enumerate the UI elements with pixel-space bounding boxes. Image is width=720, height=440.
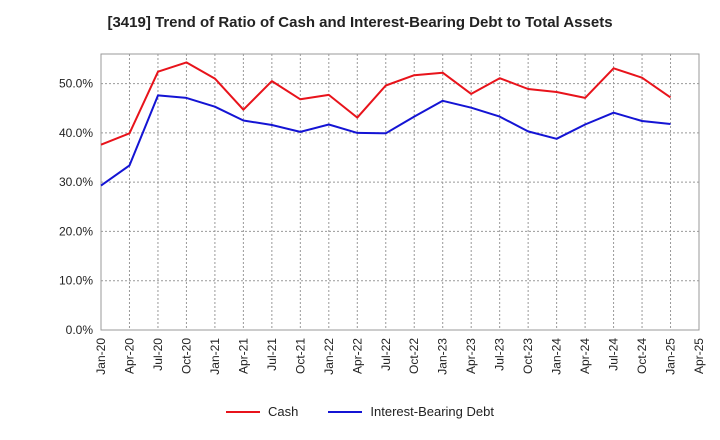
x-tick-label: Jan-23 <box>436 338 450 375</box>
y-tick-label: 20.0% <box>59 224 93 238</box>
y-tick-label: 40.0% <box>59 126 93 140</box>
x-tick-label: Oct-22 <box>407 338 421 374</box>
x-tick-label: Apr-20 <box>122 338 136 374</box>
x-tick-label: Jan-24 <box>550 338 564 375</box>
series-line-interest-bearing-debt <box>100 94 671 187</box>
x-tick-label: Jan-22 <box>322 338 336 375</box>
x-tick-label: Apr-21 <box>236 338 250 374</box>
x-tick-label: Oct-21 <box>293 338 307 374</box>
y-tick-label: 30.0% <box>59 175 93 189</box>
x-tick-label: Jul-24 <box>607 338 621 371</box>
legend-label-debt: Interest-Bearing Debt <box>370 404 494 419</box>
x-tick-label: Oct-24 <box>635 338 649 374</box>
legend-label-cash: Cash <box>268 404 299 419</box>
x-tick-label: Oct-23 <box>521 338 535 374</box>
series-line-cash <box>100 61 672 146</box>
x-tick-label: Jul-23 <box>493 338 507 371</box>
y-tick-label: 10.0% <box>59 274 93 288</box>
x-tick-label: Jul-21 <box>265 338 279 371</box>
x-tick-label: Apr-25 <box>692 338 706 374</box>
legend-item-cash: Cash <box>226 404 298 419</box>
plot-area <box>100 53 700 331</box>
chart-title: [3419] Trend of Ratio of Cash and Intere… <box>107 14 613 31</box>
x-tick-label: Apr-24 <box>578 338 592 374</box>
x-tick-label: Jan-21 <box>208 338 222 375</box>
legend-item-debt: Interest-Bearing Debt <box>328 404 494 419</box>
x-tick-label: Apr-23 <box>464 338 478 374</box>
x-tick-label: Apr-22 <box>350 338 364 374</box>
x-tick-label: Jan-25 <box>664 338 678 375</box>
x-tick-label: Jul-22 <box>379 338 393 371</box>
legend: Cash Interest-Bearing Debt <box>0 404 720 419</box>
legend-swatch-debt <box>328 410 363 413</box>
x-tick-label: Oct-20 <box>179 338 193 374</box>
x-tick-label: Jul-20 <box>151 338 165 371</box>
y-tick-label: 0.0% <box>66 323 94 337</box>
x-tick-label: Jan-20 <box>94 338 108 375</box>
y-tick-label: 50.0% <box>59 77 93 91</box>
legend-swatch-cash <box>226 410 261 413</box>
